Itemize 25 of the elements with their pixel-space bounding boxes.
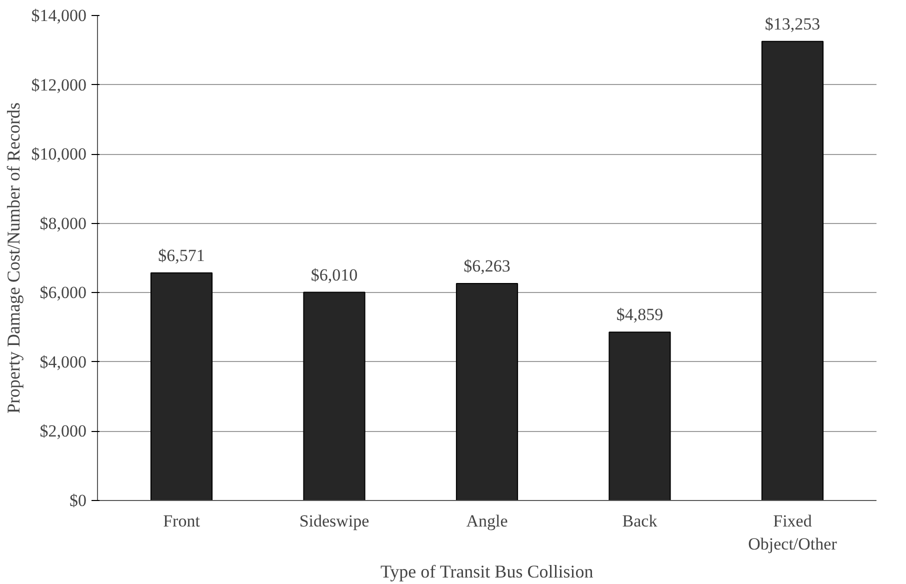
data-label: $6,571	[158, 246, 205, 265]
bar	[456, 283, 518, 500]
data-label: $4,859	[616, 305, 664, 324]
bar	[150, 272, 213, 500]
x-tick-label: Fixed Object/Other	[748, 512, 838, 554]
y-tick-label: $6,000	[40, 283, 86, 302]
y-axis-title: Property Damage Cost/Number of Records	[3, 102, 24, 414]
bar	[303, 292, 366, 500]
y-tick-label: $14,000	[31, 6, 86, 25]
data-label: $13,253	[764, 14, 820, 34]
x-axis-title: Type of Transit Bus Collision	[380, 561, 594, 582]
x-tick-label: Sideswipe	[299, 512, 370, 530]
y-tick-label: $8,000	[40, 214, 86, 233]
x-tick-label: Angle	[466, 512, 508, 530]
y-tick-label: $0	[70, 491, 86, 510]
bar	[761, 40, 824, 500]
data-label: $6,010	[310, 265, 358, 284]
y-tick-label: $4,000	[40, 352, 86, 372]
y-tick-label: $12,000	[31, 75, 86, 94]
data-label: $6,263	[464, 256, 510, 276]
x-tick-label: Front	[163, 512, 200, 530]
y-tick-label: $2,000	[40, 422, 86, 441]
x-tick-label: Back	[622, 512, 658, 530]
bar	[608, 332, 671, 500]
y-tick-label: $10,000	[31, 144, 86, 164]
